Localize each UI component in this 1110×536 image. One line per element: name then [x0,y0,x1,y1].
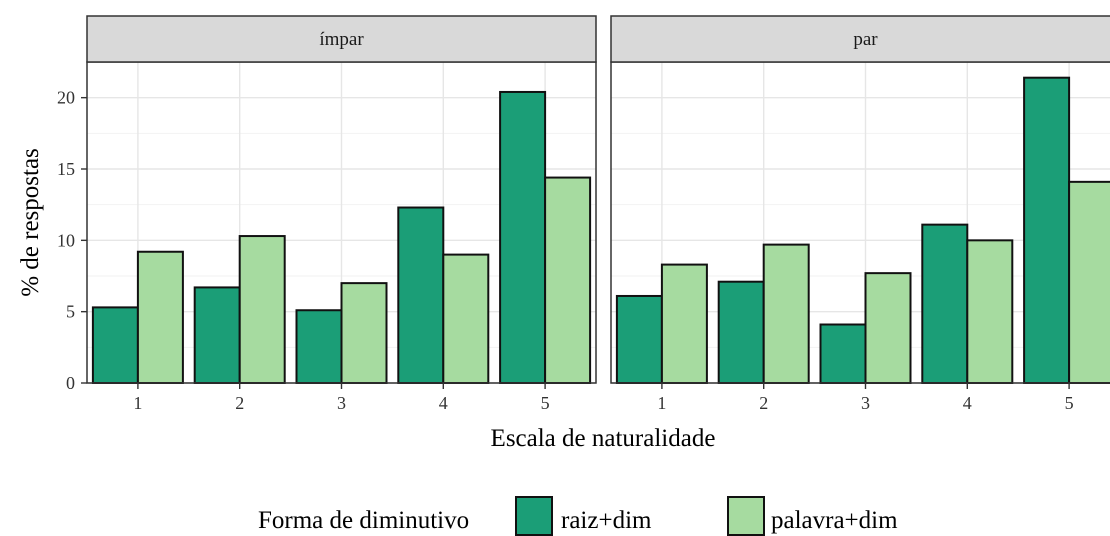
bar-palavra-dim-2 [762,243,810,384]
panel-1: ímpar 1 2 3 4 5 0 5 10 15 20 [57,15,597,413]
facet-strip [610,15,1110,63]
bar-raiz-dim-1 [615,294,663,384]
legend-key-palavra-dim [727,496,765,536]
bar-palavra-dim-4 [442,253,490,384]
bar-raiz-dim-2 [193,286,241,384]
bar-raiz-dim-3 [819,323,867,384]
legend-label-raiz-dim: raiz+dim [561,507,652,534]
x-tick-label: 4 [963,393,972,413]
bar-palavra-dim-5 [544,176,592,384]
bar-palavra-dim-5 [1068,180,1110,384]
bar-raiz-dim-4 [921,223,969,384]
bar-raiz-dim-1 [91,306,139,384]
x-tick-label: 2 [759,393,768,413]
y-tick-label: 10 [57,230,75,250]
legend-key-raiz-dim [515,496,553,536]
x-tick-label: 2 [235,393,244,413]
x-tick-label: 3 [337,393,346,413]
x-tick-label: 4 [439,393,448,413]
legend: Forma de diminutivo raiz+dim palavra+dim [258,496,898,536]
bar-raiz-dim-2 [717,280,765,384]
x-tick-label: 1 [657,393,666,413]
y-tick-label: 15 [57,159,75,179]
facet-strip [86,15,597,63]
chart-panels: ímpar 1 2 3 4 5 0 5 10 15 20 par 1 2 3 4 5 [57,15,1110,413]
bar-raiz-dim-5 [499,90,547,385]
legend-title: Forma de diminutivo [258,507,469,534]
x-axis-title: Escala de naturalidade [491,425,716,452]
bar-palavra-dim-1 [660,263,708,384]
bar-palavra-dim-2 [238,235,286,384]
panel-2: par 1 2 3 4 5 [610,15,1110,413]
x-tick-label: 5 [1065,393,1074,413]
y-tick-label: 5 [66,302,75,322]
bar-palavra-dim-3 [340,282,388,384]
bar-raiz-dim-3 [295,309,343,384]
bar-palavra-dim-4 [966,239,1014,384]
x-tick-label: 3 [861,393,870,413]
legend-label-palavra-dim: palavra+dim [771,507,898,534]
y-axis-title: % de respostas [17,148,44,297]
bar-raiz-dim-4 [397,206,445,384]
facet-strip-label: ímpar [319,29,364,50]
x-tick-label: 5 [541,393,550,413]
bar-palavra-dim-1 [136,250,184,384]
y-tick-label: 0 [66,373,75,393]
bar-raiz-dim-5 [1023,76,1071,385]
x-tick-label: 1 [133,393,142,413]
bar-palavra-dim-3 [864,272,912,384]
facet-strip-label: par [853,29,878,50]
y-tick-label: 20 [57,88,75,108]
